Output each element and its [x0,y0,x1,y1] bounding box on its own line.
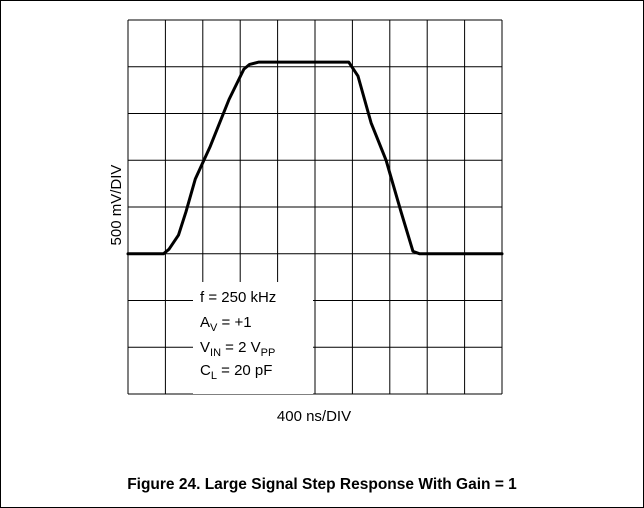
y-axis-label: 500 mV/DIV [108,165,125,246]
chart-grid [127,19,503,395]
condition-frequency: f = 250 kHz [200,289,276,306]
condition-load-capacitance: CL = 20 pF [200,362,272,382]
conditions-box [193,282,313,394]
condition-gain: AV = +1 [200,314,252,334]
condition-input-voltage: VIN = 2 VPP [200,339,275,359]
x-axis-label: 400 ns/DIV [277,408,351,425]
figure-caption: Figure 24. Large Signal Step Response Wi… [127,476,517,493]
signal-trace [126,60,504,256]
